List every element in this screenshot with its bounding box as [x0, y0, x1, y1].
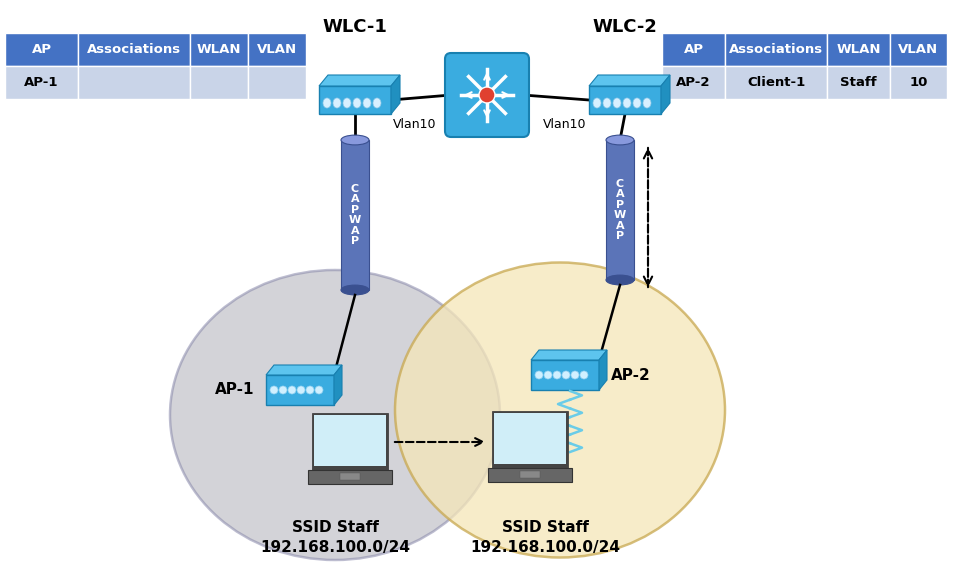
Text: AP-1: AP-1 — [214, 382, 254, 398]
Text: 192.168.100.0/24: 192.168.100.0/24 — [260, 540, 410, 555]
Circle shape — [580, 371, 588, 379]
Bar — [606, 140, 634, 280]
Text: SSID Staff: SSID Staff — [292, 520, 378, 535]
Polygon shape — [391, 75, 400, 114]
Circle shape — [288, 386, 296, 394]
Ellipse shape — [593, 98, 601, 108]
Text: 192.168.100.0/24: 192.168.100.0/24 — [470, 540, 620, 555]
Ellipse shape — [353, 98, 361, 108]
Bar — [662, 66, 725, 99]
Text: AP-2: AP-2 — [677, 76, 711, 89]
Bar — [5, 33, 78, 66]
Bar — [589, 86, 661, 114]
Text: Vlan10: Vlan10 — [543, 118, 587, 131]
Polygon shape — [266, 365, 342, 375]
Text: WLAN: WLAN — [837, 43, 880, 56]
Text: Client-1: Client-1 — [747, 76, 805, 89]
Polygon shape — [589, 75, 670, 86]
Ellipse shape — [613, 98, 621, 108]
Bar — [531, 360, 599, 390]
Bar — [725, 66, 827, 99]
Text: Staff: Staff — [840, 76, 877, 89]
Circle shape — [553, 371, 561, 379]
Circle shape — [479, 87, 495, 103]
Ellipse shape — [623, 98, 631, 108]
Polygon shape — [661, 75, 670, 114]
Circle shape — [562, 371, 570, 379]
Circle shape — [315, 386, 323, 394]
Ellipse shape — [633, 98, 641, 108]
Bar — [248, 66, 306, 99]
Ellipse shape — [323, 98, 331, 108]
Ellipse shape — [333, 98, 341, 108]
Bar — [312, 413, 388, 472]
Bar — [190, 33, 248, 66]
Text: AP: AP — [683, 43, 704, 56]
Bar — [890, 66, 947, 99]
Text: AP-2: AP-2 — [611, 367, 650, 382]
Bar — [248, 33, 306, 66]
Bar — [725, 33, 827, 66]
Text: AP-1: AP-1 — [24, 76, 58, 89]
Text: C
A
P
W
A
P: C A P W A P — [614, 179, 626, 241]
Ellipse shape — [603, 98, 611, 108]
Text: Vlan10: Vlan10 — [393, 118, 437, 131]
Circle shape — [544, 371, 552, 379]
Ellipse shape — [363, 98, 371, 108]
Text: WLC-1: WLC-1 — [323, 18, 387, 36]
Bar — [340, 473, 360, 480]
Bar — [492, 411, 568, 470]
Ellipse shape — [643, 98, 651, 108]
Bar — [314, 415, 386, 466]
Circle shape — [535, 371, 543, 379]
Bar — [662, 33, 725, 66]
Bar — [78, 66, 190, 99]
Ellipse shape — [341, 135, 369, 145]
Bar — [488, 468, 572, 482]
Bar — [827, 33, 890, 66]
Ellipse shape — [343, 98, 351, 108]
Ellipse shape — [170, 270, 500, 560]
Bar — [319, 86, 391, 114]
Text: VLAN: VLAN — [898, 43, 939, 56]
Ellipse shape — [373, 98, 381, 108]
Bar — [78, 33, 190, 66]
FancyBboxPatch shape — [445, 53, 529, 137]
Bar — [890, 33, 947, 66]
Bar — [520, 471, 540, 478]
Polygon shape — [531, 350, 607, 360]
Text: AP: AP — [31, 43, 52, 56]
Bar — [5, 66, 78, 99]
Circle shape — [571, 371, 579, 379]
Text: WLAN: WLAN — [197, 43, 241, 56]
Bar — [494, 413, 566, 464]
Bar — [827, 66, 890, 99]
Bar — [341, 140, 369, 290]
Text: 10: 10 — [910, 76, 927, 89]
Text: SSID Staff: SSID Staff — [501, 520, 589, 535]
Polygon shape — [334, 365, 342, 405]
Bar — [308, 470, 392, 484]
Text: WLC-2: WLC-2 — [593, 18, 657, 36]
Bar — [266, 375, 334, 405]
Circle shape — [279, 386, 287, 394]
Circle shape — [270, 386, 278, 394]
Ellipse shape — [606, 135, 634, 145]
Text: Associations: Associations — [87, 43, 181, 56]
Circle shape — [297, 386, 305, 394]
Text: Associations: Associations — [729, 43, 823, 56]
Ellipse shape — [395, 262, 725, 558]
Ellipse shape — [606, 275, 634, 285]
Polygon shape — [319, 75, 400, 86]
Text: C
A
P
W
A
P: C A P W A P — [349, 184, 361, 246]
Text: VLAN: VLAN — [257, 43, 297, 56]
Circle shape — [306, 386, 314, 394]
Polygon shape — [599, 350, 607, 390]
Bar — [190, 66, 248, 99]
Ellipse shape — [341, 285, 369, 295]
